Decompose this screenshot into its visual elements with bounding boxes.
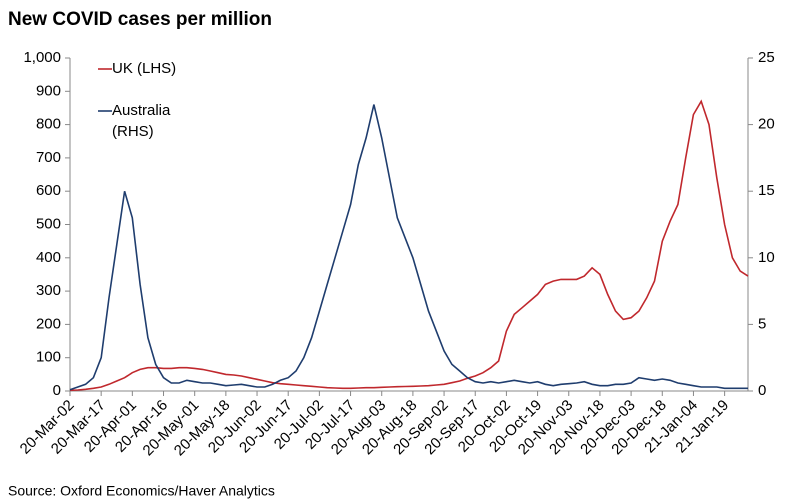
chart-title: New COVID cases per million bbox=[8, 9, 272, 30]
y2-tick-label: 20 bbox=[758, 116, 775, 133]
source: Source: Oxford Economics/Haver Analytics bbox=[8, 483, 275, 499]
y-tick-label: 300 bbox=[36, 282, 61, 299]
y-tick-label: 400 bbox=[36, 249, 61, 266]
y2-tick-label: 5 bbox=[758, 315, 766, 332]
y2-tick-label: 10 bbox=[758, 249, 775, 266]
y2-tick-label: 25 bbox=[758, 49, 775, 66]
y-tick-label: 900 bbox=[36, 82, 61, 99]
legend-label: Australia (RHS) bbox=[112, 102, 171, 140]
series-line bbox=[69, 99, 749, 392]
y-tick-label: 200 bbox=[36, 315, 61, 332]
y-tick-label: 0 bbox=[53, 382, 61, 399]
series-line bbox=[69, 104, 748, 391]
y-tick-label: 1,000 bbox=[23, 49, 61, 66]
y2-tick-label: 15 bbox=[758, 182, 775, 199]
y-tick-label: 600 bbox=[36, 182, 61, 199]
y2-tick-label: 0 bbox=[758, 382, 766, 399]
y-tick-label: 500 bbox=[36, 215, 61, 232]
y-tick-label: 800 bbox=[36, 116, 61, 133]
legend-label: UK (LHS) bbox=[112, 60, 177, 77]
y-tick-label: 100 bbox=[36, 349, 61, 366]
y-tick-label: 700 bbox=[36, 149, 61, 166]
